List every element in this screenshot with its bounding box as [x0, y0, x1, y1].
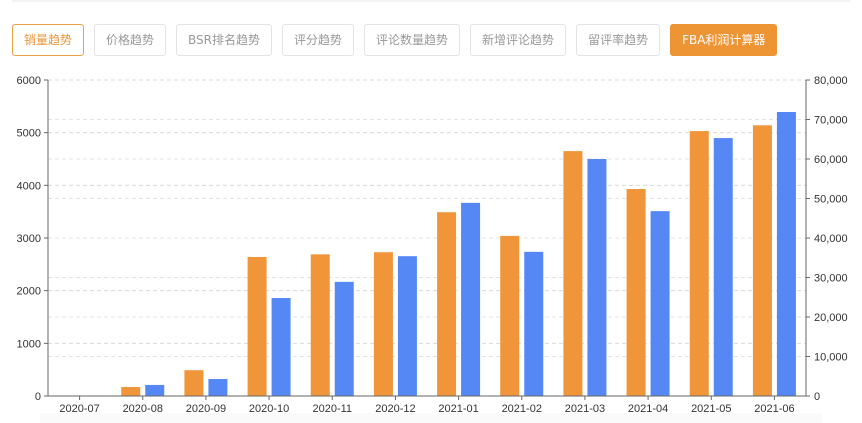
bar-right-series[interactable] [271, 298, 291, 396]
bar-right-series[interactable] [587, 159, 607, 396]
tab-rating-trend[interactable]: 评分趋势 [282, 24, 355, 56]
tab-new-review-trend[interactable]: 新增评论趋势 [470, 24, 567, 56]
svg-text:2020-07: 2020-07 [59, 403, 99, 415]
grid-lines [48, 79, 806, 357]
bars [121, 111, 796, 397]
chart-tabs: 销量趋势 价格趋势 BSR排名趋势 评分趋势 评论数量趋势 新增评论趋势 留评率… [12, 24, 778, 56]
svg-text:0: 0 [35, 391, 41, 403]
svg-text:2021-06: 2021-06 [754, 403, 794, 415]
bar-right-series[interactable] [397, 256, 417, 396]
bar-right-series[interactable] [208, 379, 228, 396]
svg-text:2000: 2000 [17, 286, 41, 298]
svg-text:40,000: 40,000 [814, 233, 848, 245]
bar-left-series[interactable] [184, 370, 204, 396]
bar-left-series[interactable] [437, 212, 457, 396]
tab-price-trend[interactable]: 价格趋势 [94, 24, 167, 56]
svg-text:60,000: 60,000 [814, 154, 848, 166]
svg-text:5000: 5000 [17, 128, 41, 140]
tab-sales-trend[interactable]: 销量趋势 [12, 24, 85, 56]
tab-review-rate-trend[interactable]: 留评率趋势 [576, 24, 661, 56]
svg-text:2020-08: 2020-08 [123, 403, 163, 415]
bar-left-series[interactable] [310, 254, 330, 396]
svg-text:3000: 3000 [17, 233, 41, 245]
bar-left-series[interactable] [752, 125, 772, 396]
bar-left-series[interactable] [563, 151, 583, 396]
bar-right-series[interactable] [650, 211, 670, 396]
svg-text:2021-03: 2021-03 [565, 403, 605, 415]
svg-text:70,000: 70,000 [814, 115, 848, 127]
y-axis-right-labels: 0 10,000 20,000 30,000 40,000 50,000 60,000 70,… [814, 75, 848, 403]
svg-text:2020-09: 2020-09 [186, 403, 226, 415]
svg-text:80,000: 80,000 [814, 75, 848, 87]
axes [44, 79, 810, 400]
bar-right-series[interactable] [776, 111, 796, 397]
svg-text:50,000: 50,000 [814, 194, 848, 206]
bar-left-series[interactable] [373, 252, 393, 396]
svg-text:30,000: 30,000 [814, 273, 848, 285]
bar-right-series[interactable] [461, 202, 481, 396]
y-axis-left-labels: 0 1000 2000 3000 4000 5000 6000 [17, 75, 41, 403]
svg-text:2020-12: 2020-12 [375, 403, 415, 415]
bar-right-series[interactable] [145, 384, 165, 396]
bar-left-series[interactable] [626, 189, 646, 396]
svg-text:2021-02: 2021-02 [502, 403, 542, 415]
svg-text:2020-11: 2020-11 [312, 403, 352, 415]
svg-text:10,000: 10,000 [814, 352, 848, 364]
svg-text:2021-01: 2021-01 [438, 403, 478, 415]
x-axis-labels: 2020-07 2020-08 2020-09 2020-10 2020-11 2020-… [59, 403, 794, 415]
tab-review-count-trend[interactable]: 评论数量趋势 [364, 24, 461, 56]
tab-bsr-rank-trend[interactable]: BSR排名趋势 [176, 24, 273, 56]
svg-text:4000: 4000 [17, 180, 41, 192]
sales-trend-chart: 0 1000 2000 3000 4000 5000 6000 0 10,000 20,000 3… [17, 75, 848, 415]
svg-text:2021-04: 2021-04 [628, 403, 668, 415]
bar-left-series[interactable] [247, 256, 267, 396]
svg-text:2021-05: 2021-05 [691, 403, 731, 415]
bar-right-series[interactable] [713, 138, 733, 396]
bar-left-series[interactable] [689, 131, 709, 396]
bar-right-series[interactable] [334, 281, 354, 396]
bar-left-series[interactable] [121, 387, 141, 396]
fba-profit-calculator-button[interactable]: FBA利润计算器 [670, 24, 778, 56]
svg-text:2020-10: 2020-10 [249, 403, 289, 415]
svg-text:0: 0 [814, 391, 820, 403]
bar-right-series[interactable] [524, 251, 544, 396]
svg-text:1000: 1000 [17, 338, 41, 350]
chart-footer-band [40, 413, 822, 423]
svg-text:6000: 6000 [17, 75, 41, 87]
svg-text:20,000: 20,000 [814, 312, 848, 324]
top-divider [12, 0, 850, 2]
bar-left-series[interactable] [500, 235, 520, 396]
